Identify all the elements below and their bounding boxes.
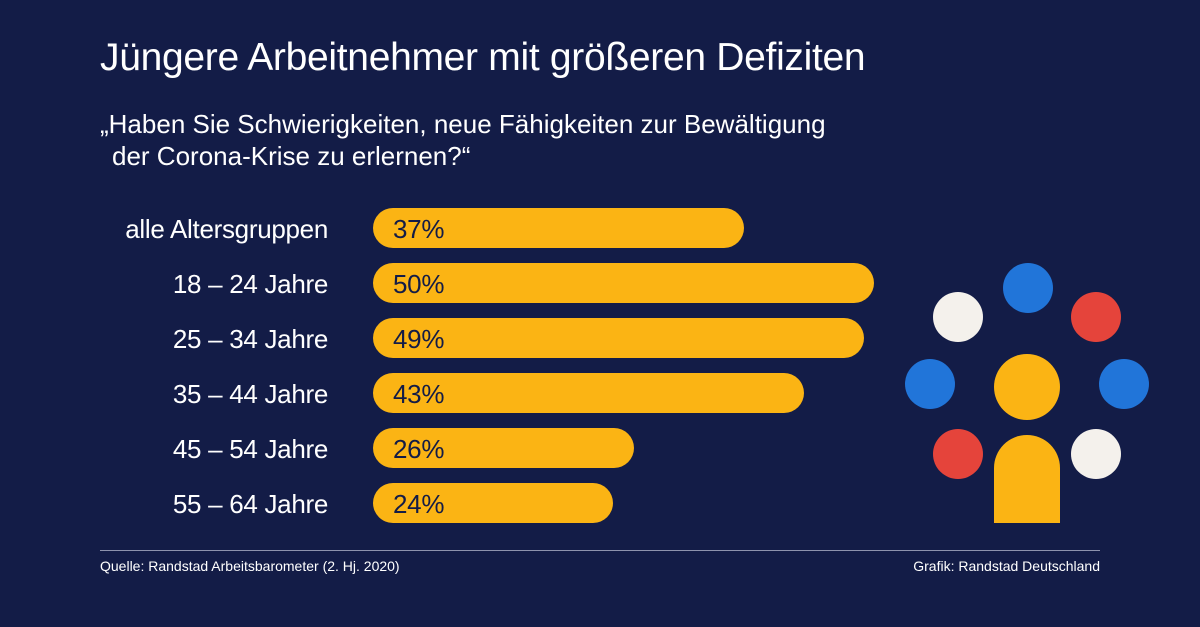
- category-label: alle Altersgruppen: [125, 214, 328, 244]
- bar-value-label: 24%: [393, 489, 445, 519]
- category-label: 35 – 44 Jahre: [172, 379, 328, 409]
- bar-value-label: 50%: [393, 269, 445, 299]
- category-label: 18 – 24 Jahre: [172, 269, 328, 299]
- category-label: 55 – 64 Jahre: [172, 489, 328, 519]
- graphic-credit: Grafik: Randstad Deutschland: [913, 558, 1100, 574]
- bar: [373, 373, 804, 413]
- bar-value-label: 43%: [393, 379, 445, 409]
- category-label: 45 – 54 Jahre: [172, 434, 328, 464]
- bar: [373, 428, 634, 468]
- subtitle-line-2: der Corona-Krise zu erlernen?“: [112, 141, 471, 171]
- logo-dot-white-bottom: [1071, 429, 1121, 479]
- bar-value-label: 37%: [393, 214, 445, 244]
- logo-dot-blue-top: [1003, 263, 1053, 313]
- footer-divider: [100, 550, 1100, 551]
- logo-head: [994, 354, 1060, 420]
- logo-dot-red-top: [1071, 292, 1121, 342]
- chart-subtitle: „Haben Sie Schwierigkeiten, neue Fähigke…: [100, 108, 980, 172]
- bar: [373, 318, 864, 358]
- chart-title: Jüngere Arbeitnehmer mit größeren Defizi…: [100, 36, 866, 79]
- subtitle-line-1: „Haben Sie Schwierigkeiten, neue Fähigke…: [100, 109, 826, 139]
- bar: [373, 263, 874, 303]
- logo-body: [994, 435, 1060, 523]
- logo-dot-red-bottom: [933, 429, 983, 479]
- bar: [373, 483, 613, 523]
- source-note: Quelle: Randstad Arbeitsbarometer (2. Hj…: [100, 558, 400, 574]
- logo-dot-blue-left: [905, 359, 955, 409]
- logo-dot-white-top: [933, 292, 983, 342]
- bar: [373, 208, 744, 248]
- category-label: 25 – 34 Jahre: [172, 324, 328, 354]
- logo-dot-blue-right: [1099, 359, 1149, 409]
- bar-value-label: 49%: [393, 324, 445, 354]
- bar-value-label: 26%: [393, 434, 445, 464]
